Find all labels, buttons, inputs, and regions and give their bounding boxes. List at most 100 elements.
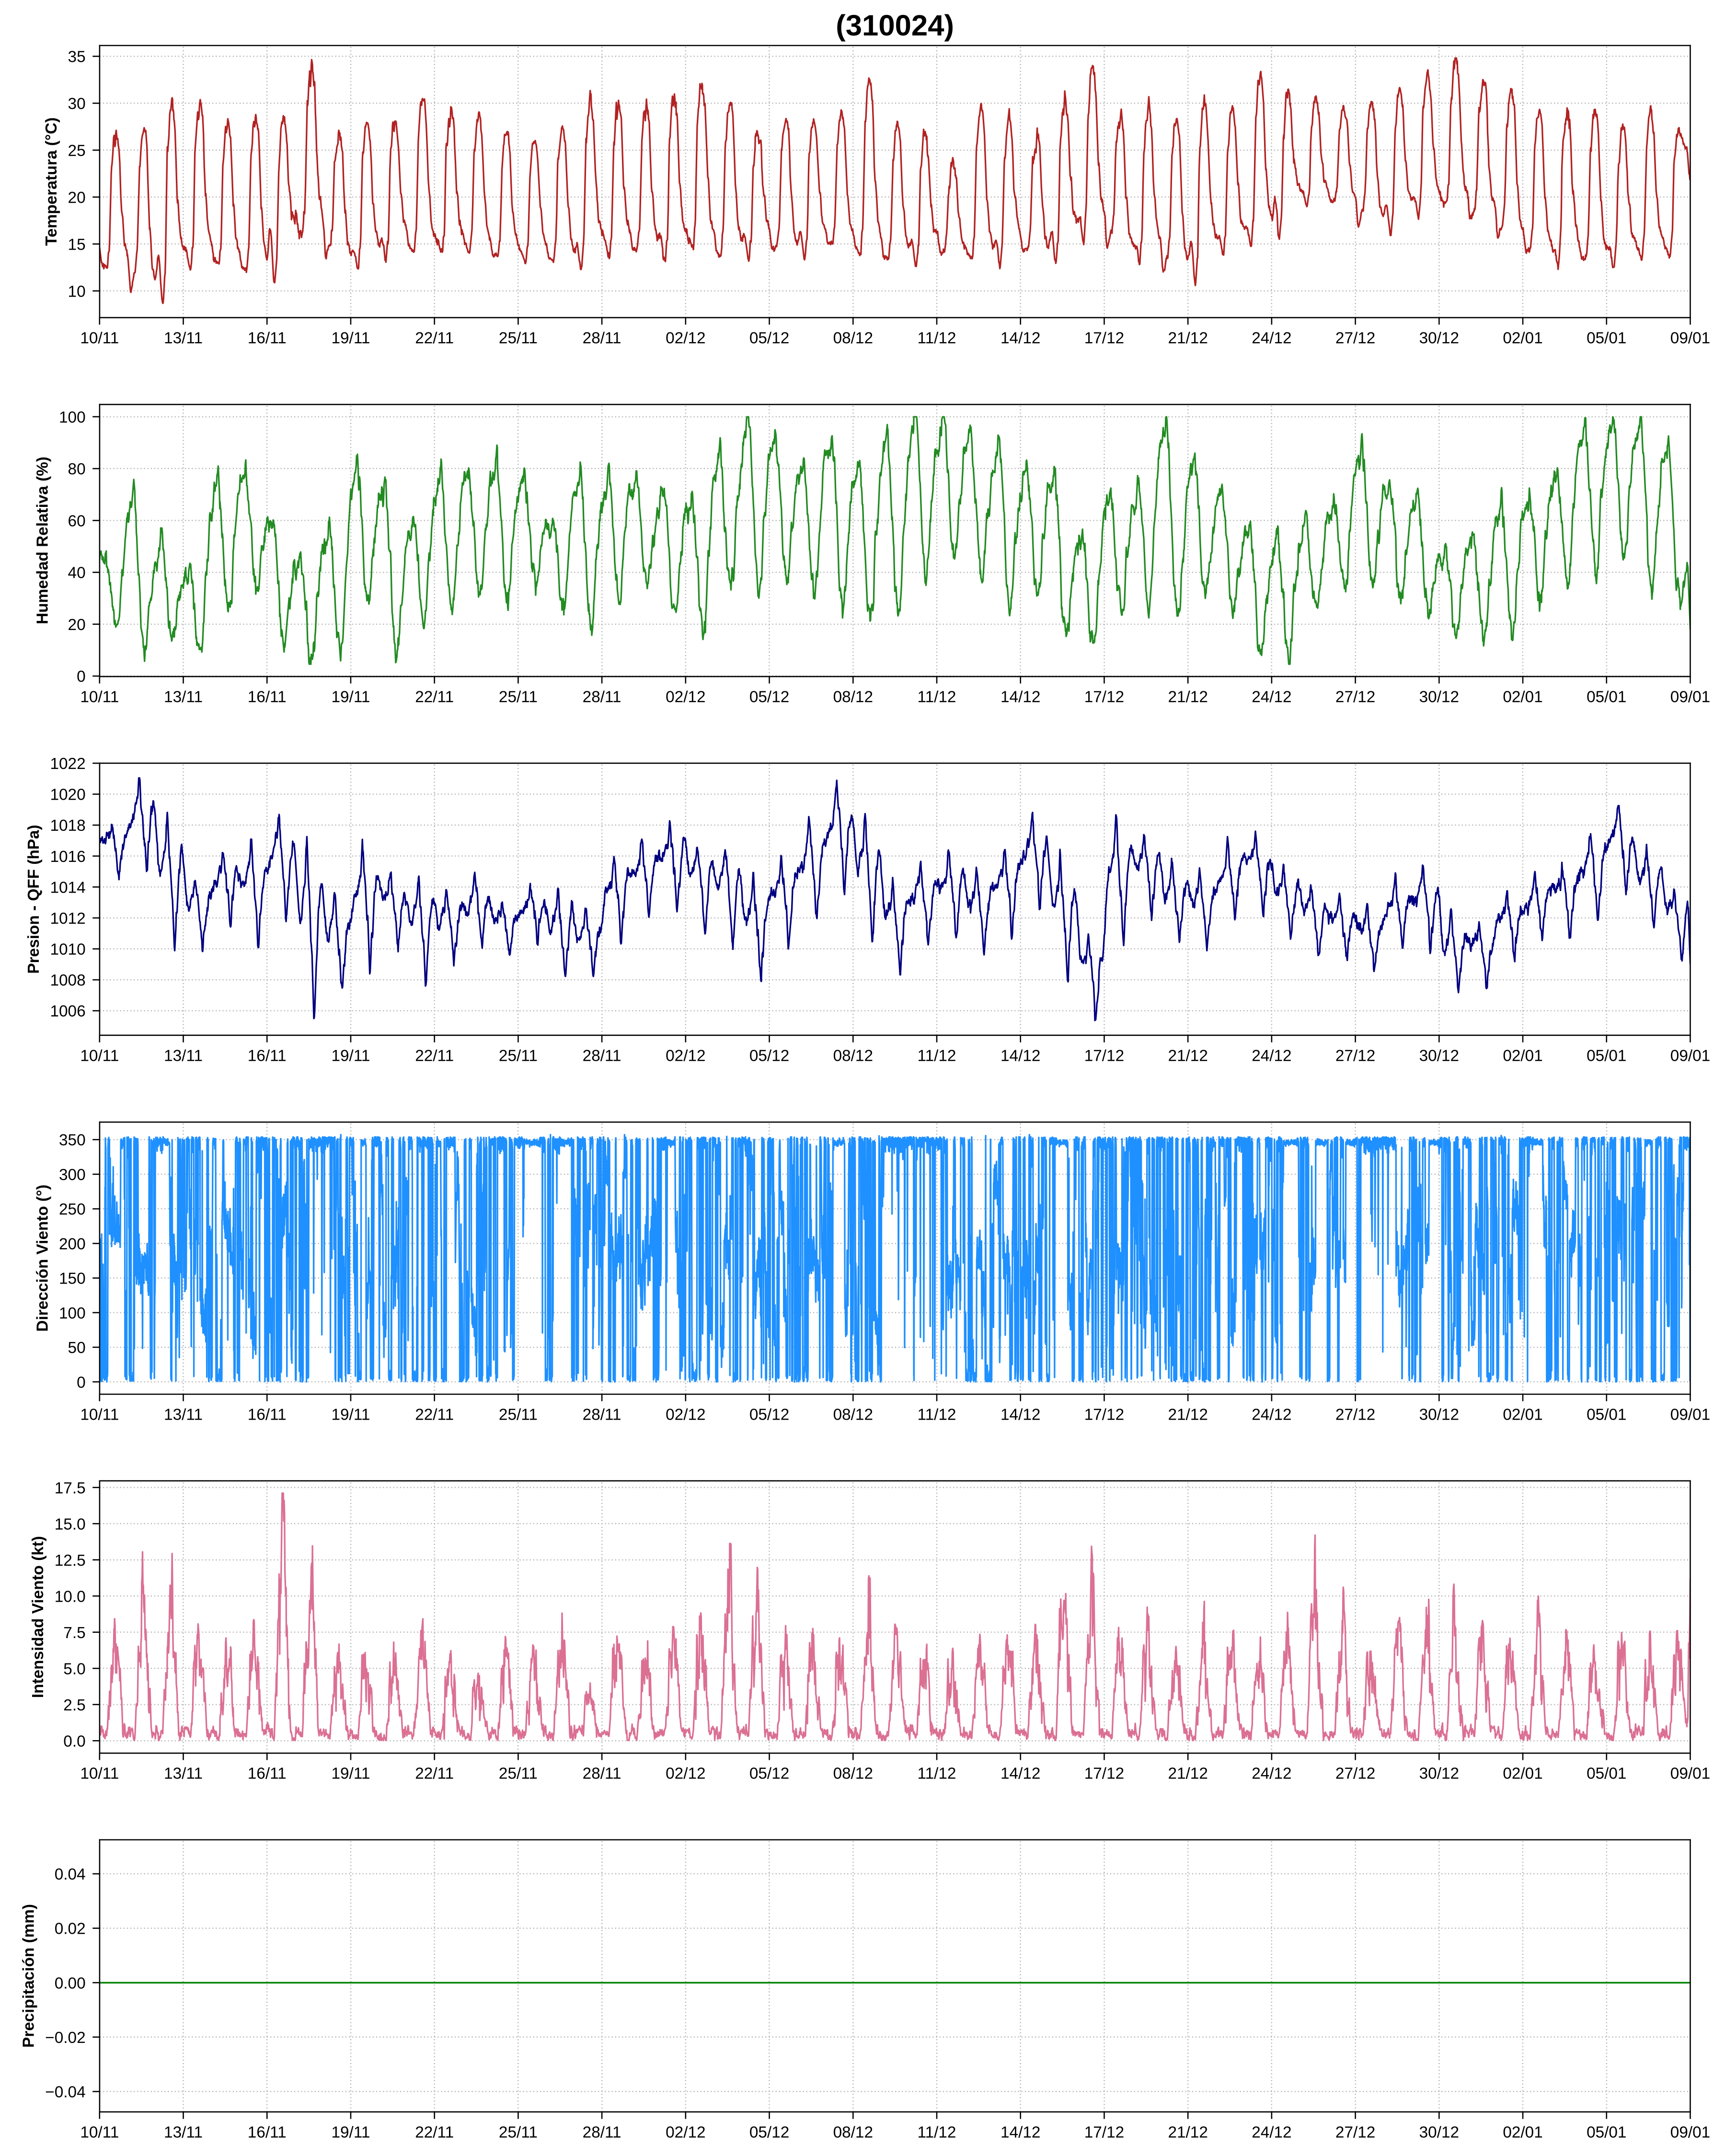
svg-text:19/11: 19/11 <box>331 1406 370 1423</box>
svg-text:09/01: 09/01 <box>1670 688 1710 706</box>
svg-text:−0.02: −0.02 <box>45 2029 85 2047</box>
svg-text:21/12: 21/12 <box>1168 1406 1208 1423</box>
svg-text:0.0: 0.0 <box>63 1732 85 1750</box>
svg-text:21/12: 21/12 <box>1168 329 1208 347</box>
svg-text:05/12: 05/12 <box>749 688 789 706</box>
svg-text:05/12: 05/12 <box>749 2123 789 2141</box>
svg-text:0: 0 <box>77 668 86 686</box>
svg-text:09/01: 09/01 <box>1670 2123 1710 2141</box>
svg-text:13/11: 13/11 <box>164 688 203 706</box>
svg-text:27/12: 27/12 <box>1335 1047 1375 1065</box>
svg-text:25/11: 25/11 <box>499 2123 538 2141</box>
svg-text:17/12: 17/12 <box>1084 1406 1124 1423</box>
svg-text:02/01: 02/01 <box>1503 2123 1542 2141</box>
svg-text:09/01: 09/01 <box>1670 1047 1710 1065</box>
svg-text:30/12: 30/12 <box>1419 329 1459 347</box>
svg-text:11/12: 11/12 <box>918 329 956 347</box>
svg-text:13/11: 13/11 <box>164 1047 203 1065</box>
svg-text:02/12: 02/12 <box>666 688 705 706</box>
svg-text:08/12: 08/12 <box>833 1047 873 1065</box>
svg-text:100: 100 <box>59 1305 86 1322</box>
svg-text:0: 0 <box>77 1374 86 1391</box>
svg-text:05/12: 05/12 <box>749 1047 789 1065</box>
svg-text:10.0: 10.0 <box>55 1588 86 1606</box>
svg-text:25/11: 25/11 <box>499 329 538 347</box>
svg-text:Presion - QFF (hPa): Presion - QFF (hPa) <box>25 825 43 974</box>
svg-text:Precipitación (mm): Precipitación (mm) <box>20 1904 38 2048</box>
svg-text:05/01: 05/01 <box>1587 1406 1626 1423</box>
svg-text:13/11: 13/11 <box>164 1765 203 1782</box>
svg-text:10/11: 10/11 <box>80 329 119 347</box>
svg-text:28/11: 28/11 <box>583 2123 621 2141</box>
svg-text:08/12: 08/12 <box>833 1765 873 1782</box>
svg-text:17/12: 17/12 <box>1084 1765 1124 1782</box>
svg-text:Humedad Relativa (%): Humedad Relativa (%) <box>34 457 51 624</box>
svg-text:14/12: 14/12 <box>1000 1047 1040 1065</box>
svg-text:16/11: 16/11 <box>248 1765 287 1782</box>
svg-text:17/12: 17/12 <box>1084 688 1124 706</box>
svg-text:25/11: 25/11 <box>499 1765 538 1782</box>
svg-text:22/11: 22/11 <box>415 1765 454 1782</box>
svg-text:40: 40 <box>68 564 86 582</box>
svg-text:0.00: 0.00 <box>55 1974 86 1992</box>
svg-text:17/12: 17/12 <box>1084 2123 1124 2141</box>
svg-text:02/12: 02/12 <box>666 1406 705 1423</box>
svg-text:02/01: 02/01 <box>1503 1765 1542 1782</box>
svg-text:11/12: 11/12 <box>918 1406 956 1423</box>
svg-text:02/12: 02/12 <box>666 1765 705 1782</box>
svg-text:21/12: 21/12 <box>1168 1047 1208 1065</box>
svg-text:08/12: 08/12 <box>833 1406 873 1423</box>
svg-text:21/12: 21/12 <box>1168 1765 1208 1782</box>
svg-text:80: 80 <box>68 460 86 478</box>
svg-text:02/12: 02/12 <box>666 329 705 347</box>
svg-text:05/12: 05/12 <box>749 329 789 347</box>
svg-text:1022: 1022 <box>50 755 85 773</box>
svg-text:14/12: 14/12 <box>1000 2123 1040 2141</box>
svg-text:09/01: 09/01 <box>1670 329 1710 347</box>
svg-text:10/11: 10/11 <box>80 1047 119 1065</box>
svg-text:30/12: 30/12 <box>1419 2123 1459 2141</box>
svg-text:16/11: 16/11 <box>248 1406 287 1423</box>
svg-text:5.0: 5.0 <box>63 1660 85 1678</box>
svg-text:−0.04: −0.04 <box>45 2083 85 2101</box>
svg-text:19/11: 19/11 <box>331 329 370 347</box>
svg-text:30/12: 30/12 <box>1419 1047 1459 1065</box>
svg-text:25/11: 25/11 <box>499 1406 538 1423</box>
svg-text:21/12: 21/12 <box>1168 688 1208 706</box>
svg-text:05/01: 05/01 <box>1587 1047 1626 1065</box>
svg-text:2.5: 2.5 <box>63 1697 85 1714</box>
svg-text:28/11: 28/11 <box>583 1406 621 1423</box>
svg-text:19/11: 19/11 <box>331 1765 370 1782</box>
svg-text:50: 50 <box>68 1339 86 1357</box>
svg-text:12.5: 12.5 <box>55 1552 86 1570</box>
svg-text:30: 30 <box>68 95 86 113</box>
svg-text:28/11: 28/11 <box>583 1047 621 1065</box>
svg-text:Intensidad Viento (kt): Intensidad Viento (kt) <box>29 1536 47 1698</box>
svg-text:Dirección Viento (°): Dirección Viento (°) <box>34 1184 51 1331</box>
svg-text:24/12: 24/12 <box>1252 688 1291 706</box>
svg-text:22/11: 22/11 <box>415 2123 454 2141</box>
svg-text:Temperatura (°C): Temperatura (°C) <box>43 117 60 246</box>
svg-text:1008: 1008 <box>50 972 85 989</box>
svg-text:16/11: 16/11 <box>248 329 287 347</box>
svg-text:02/01: 02/01 <box>1503 1047 1542 1065</box>
svg-text:11/12: 11/12 <box>918 1047 956 1065</box>
svg-text:05/12: 05/12 <box>749 1406 789 1423</box>
svg-text:14/12: 14/12 <box>1000 329 1040 347</box>
svg-text:05/01: 05/01 <box>1587 2123 1626 2141</box>
svg-text:(310024): (310024) <box>836 9 954 42</box>
svg-text:22/11: 22/11 <box>415 688 454 706</box>
svg-text:20: 20 <box>68 616 86 634</box>
svg-text:27/12: 27/12 <box>1335 1765 1375 1782</box>
svg-text:0.02: 0.02 <box>55 1920 86 1938</box>
svg-text:24/12: 24/12 <box>1252 1406 1291 1423</box>
svg-text:08/12: 08/12 <box>833 2123 873 2141</box>
svg-text:15: 15 <box>68 236 86 253</box>
svg-text:60: 60 <box>68 512 86 530</box>
svg-text:27/12: 27/12 <box>1335 2123 1375 2141</box>
svg-text:19/11: 19/11 <box>331 1047 370 1065</box>
svg-text:10/11: 10/11 <box>80 688 119 706</box>
svg-text:21/12: 21/12 <box>1168 2123 1208 2141</box>
svg-text:02/01: 02/01 <box>1503 329 1542 347</box>
svg-text:7.5: 7.5 <box>63 1624 85 1642</box>
